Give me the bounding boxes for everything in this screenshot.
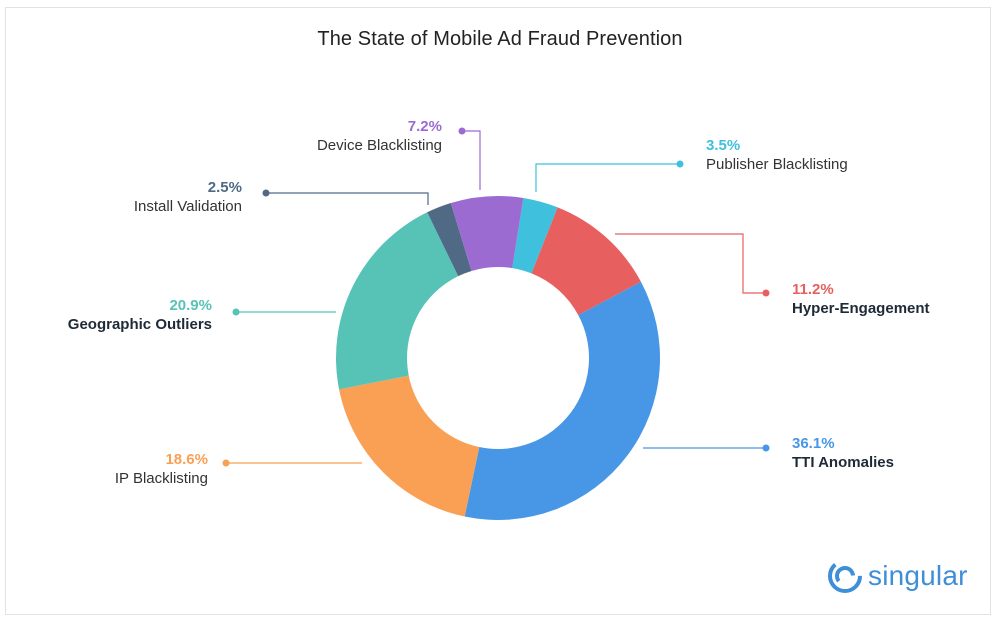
category-label-device-blacklisting: Device Blacklisting [317,137,442,154]
brand-name: singular [868,560,968,591]
leader-line-install-validation [266,192,429,205]
leader-line-device-blacklisting [462,130,481,190]
category-label-hyper-engagement: Hyper-Engagement [792,300,930,317]
leader-dot-publisher-blacklisting [676,160,684,168]
slice-publisher-blacklisting [512,197,558,274]
leader-dot-install-validation [262,189,270,197]
category-label-ip-blacklisting: IP Blacklisting [115,470,208,487]
leader-line-hyper-engagement [615,233,766,294]
value-label-geographic-outliers: 20.9% [169,297,212,314]
leader-dot-ip-blacklisting [222,459,230,467]
leader-dot-hyper-engagement [762,289,770,297]
category-label-tti-anomalies: TTI Anomalies [792,454,894,471]
chart-title: The State of Mobile Ad Fraud Prevention [317,28,683,50]
leader-dot-geographic-outliers [232,308,240,316]
value-label-tti-anomalies: 36.1% [792,435,835,452]
leader-dot-tti-anomalies [762,444,770,452]
slice-geographic-outliers [335,212,459,390]
category-label-geographic-outliers: Geographic Outliers [68,316,212,333]
leader-line-publisher-blacklisting [535,163,680,192]
brand-logo: singular [828,558,968,594]
slice-device-blacklisting [450,195,524,271]
category-label-install-validation: Install Validation [134,198,242,215]
category-label-publisher-blacklisting: Publisher Blacklisting [706,156,848,173]
leader-dot-device-blacklisting [458,127,466,135]
slice-ip-blacklisting [339,375,480,517]
value-label-ip-blacklisting: 18.6% [165,451,208,468]
singular-logo-icon [828,559,862,593]
slice-install-validation [427,203,472,277]
value-label-hyper-engagement: 11.2% [792,281,834,298]
value-label-publisher-blacklisting: 3.5% [706,137,740,154]
value-label-install-validation: 2.5% [208,179,242,196]
slice-hyper-engagement [531,207,641,316]
slice-tti-anomalies [464,281,660,520]
value-label-device-blacklisting: 7.2% [408,118,442,135]
